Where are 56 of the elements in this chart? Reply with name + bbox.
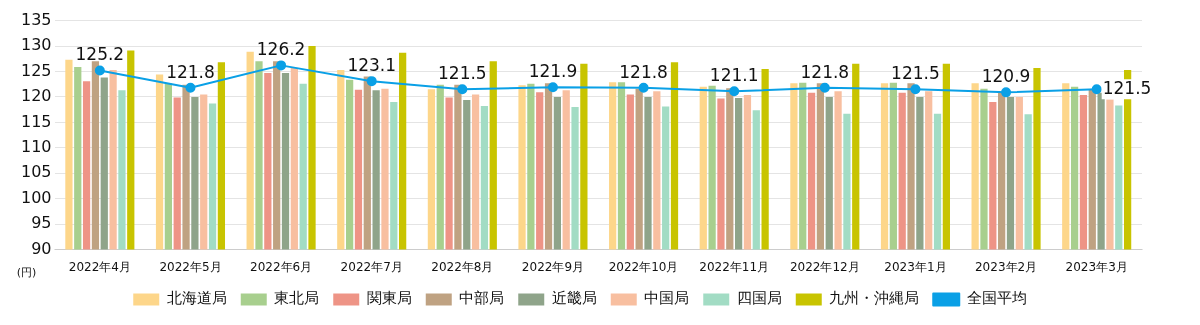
x-tick-label: 2023年2月 — [974, 259, 1038, 274]
data-label: 121.5 — [438, 63, 487, 84]
data-label: 121.5 — [1102, 77, 1152, 98]
y-tick-label: 125 — [20, 60, 52, 80]
point — [819, 82, 830, 93]
point — [547, 82, 558, 93]
y-tick-label: 110 — [20, 136, 52, 156]
x-tick-label: 2022年9月 — [521, 259, 585, 274]
legend-label: 全国平均 — [966, 289, 1027, 308]
point — [638, 82, 649, 93]
x-tick-label: 2022年7月 — [340, 259, 403, 274]
y-tick-label: 105 — [20, 162, 52, 182]
x-tick-label: 2022年10月 — [608, 259, 679, 274]
x-tick-label: 2022年8月 — [431, 259, 494, 274]
point — [910, 84, 921, 95]
point — [729, 86, 740, 97]
y-tick-label: 90 — [31, 238, 52, 258]
point — [366, 76, 377, 87]
y-tick-label: 100 — [20, 187, 52, 207]
x-tick-label: 2022年12月 — [789, 259, 860, 274]
legend-label: 東北局 — [274, 289, 320, 308]
x-tick-label: 2022年6月 — [250, 259, 313, 274]
data-label: 121.8 — [800, 61, 850, 82]
legend-label: 関東局 — [366, 289, 412, 308]
y-tick-label: 95 — [31, 213, 52, 233]
y-axis-title: (円) — [16, 266, 37, 280]
data-label: 121.5 — [891, 63, 940, 84]
point — [185, 82, 196, 93]
x-tick-label: 2022年11月 — [699, 259, 770, 274]
y-tick-label: 135 — [20, 9, 52, 29]
legend-label: 九州・沖縄局 — [829, 289, 920, 308]
data-label: 123.1 — [347, 55, 397, 76]
point — [94, 65, 105, 76]
legend-label: 近畿局 — [551, 289, 597, 308]
point — [1001, 87, 1012, 98]
data-label: 121.8 — [166, 61, 215, 82]
x-tick-label: 2023年3月 — [1065, 259, 1128, 274]
x-tick-label: 2022年5月 — [159, 259, 222, 274]
y-tick-label: 120 — [20, 86, 52, 106]
legend-label: 北海道局 — [166, 289, 227, 308]
legend-label: 中国局 — [644, 289, 690, 308]
legend-label: 四国局 — [736, 289, 782, 308]
data-label: 126.2 — [256, 39, 306, 60]
point — [1091, 84, 1102, 95]
x-tick-label: 2022年4月 — [68, 259, 131, 274]
y-tick-label: 115 — [20, 111, 52, 131]
data-label: 120.9 — [981, 66, 1031, 87]
data-label: 125.2 — [75, 44, 125, 65]
data-label: 121.8 — [619, 61, 668, 82]
data-label: 121.1 — [709, 65, 759, 86]
legend-label: 中部局 — [459, 289, 505, 308]
y-tick-label: 130 — [20, 35, 52, 55]
x-tick-label: 2023年1月 — [884, 259, 947, 274]
data-label: 121.9 — [528, 61, 578, 82]
point — [276, 60, 287, 71]
point — [457, 84, 468, 95]
